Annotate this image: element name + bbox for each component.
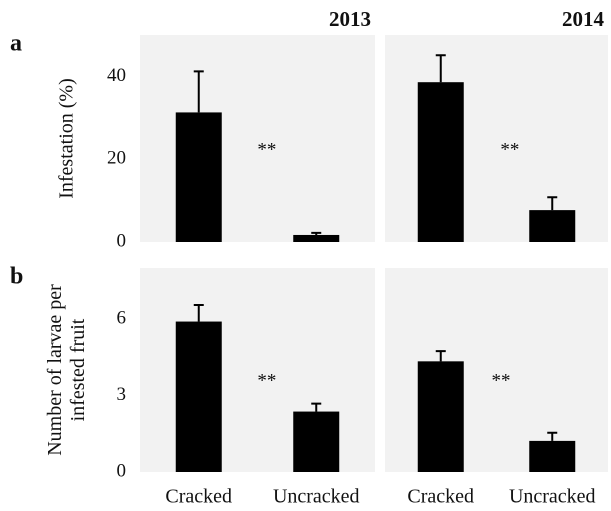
error-bar — [435, 54, 446, 83]
x-tick-label: Uncracked — [509, 486, 596, 508]
bar — [293, 234, 340, 242]
panel-title: 2013 — [329, 7, 371, 31]
error-bar — [193, 70, 204, 113]
bar — [293, 411, 340, 472]
error-bar — [311, 231, 322, 235]
y-tick-label: 6 — [117, 307, 127, 328]
error-bar — [311, 402, 322, 412]
bar — [417, 82, 464, 242]
panel-letter: a — [10, 31, 22, 57]
bar — [175, 321, 222, 472]
x-tick-label: Cracked — [165, 486, 232, 508]
bar — [529, 210, 576, 242]
bar — [529, 440, 576, 472]
x-tick-label: Uncracked — [273, 486, 360, 508]
panel-letter: b — [10, 264, 23, 290]
y-tick-label: 0 — [117, 460, 127, 481]
y-tick-label: 40 — [107, 65, 126, 86]
error-bar — [547, 196, 558, 211]
x-tick-label: Cracked — [407, 486, 474, 508]
annotation: ** — [257, 139, 276, 160]
annotation: ** — [257, 371, 276, 392]
y-tick-label: 0 — [117, 230, 127, 251]
error-bar — [547, 431, 558, 441]
error-bar — [193, 303, 204, 322]
annotation: ** — [500, 139, 519, 160]
annotation: ** — [491, 371, 510, 392]
y-axis-label: Number of larvae per — [44, 284, 66, 456]
y-axis-label: infested fruit — [67, 318, 89, 421]
panel-title: 2014 — [562, 7, 605, 31]
y-tick-label: 3 — [117, 384, 127, 405]
bar — [417, 361, 464, 472]
error-bar — [435, 350, 446, 362]
y-tick-label: 20 — [107, 148, 126, 169]
y-axis-label: Infestation (%) — [56, 78, 78, 199]
bar — [175, 112, 222, 242]
